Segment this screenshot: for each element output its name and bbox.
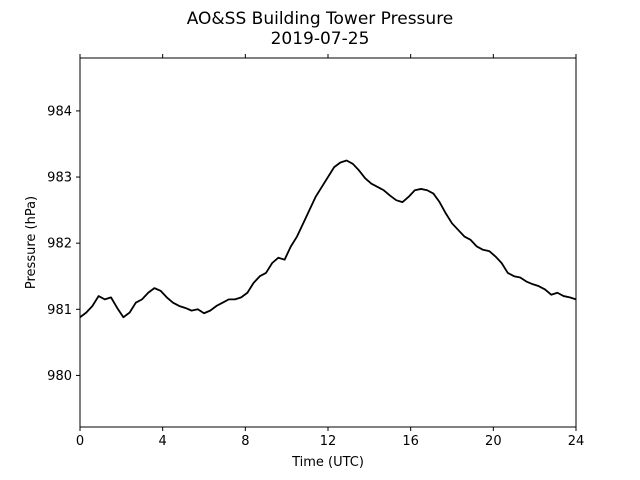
x-tick-label: 0 [76, 434, 84, 449]
plot-frame [79, 57, 577, 428]
y-axis-label: Pressure (hPa) [24, 196, 39, 289]
y-tick-label: 980 [47, 369, 72, 384]
chart-subtitle: 2019-07-25 [271, 29, 370, 49]
x-tick-label: 24 [568, 434, 585, 449]
x-tick-label: 4 [159, 434, 167, 449]
y-tick-label: 984 [47, 104, 72, 119]
x-tick-label: 8 [241, 434, 249, 449]
x-axis-label: Time (UTC) [291, 455, 364, 470]
x-tick-label: 20 [485, 434, 502, 449]
pressure-series-line [79, 159, 577, 319]
x-tick-label: 12 [320, 434, 337, 449]
y-tick-label: 981 [47, 303, 72, 318]
y-tick-label: 983 [47, 171, 72, 186]
y-tick-label: 982 [47, 237, 72, 252]
chart-title: AO&SS Building Tower Pressure [187, 9, 454, 29]
x-tick-label: 16 [402, 434, 419, 449]
plot-area: 0 4 8 12 16 20 24 980 981 982 983 984 [47, 54, 584, 449]
